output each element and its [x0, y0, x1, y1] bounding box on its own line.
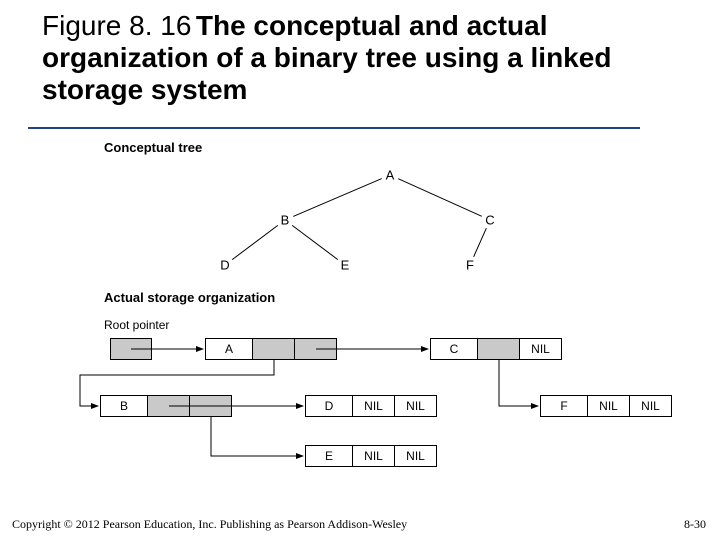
storage-arrows-svg — [0, 0, 720, 540]
pointer-arrow — [499, 360, 538, 406]
copyright-text: Copyright © 2012 Pearson Education, Inc.… — [12, 517, 407, 532]
pointer-arrow — [211, 417, 303, 456]
pointer-arrow — [80, 360, 274, 406]
page-number: 8-30 — [684, 517, 706, 532]
